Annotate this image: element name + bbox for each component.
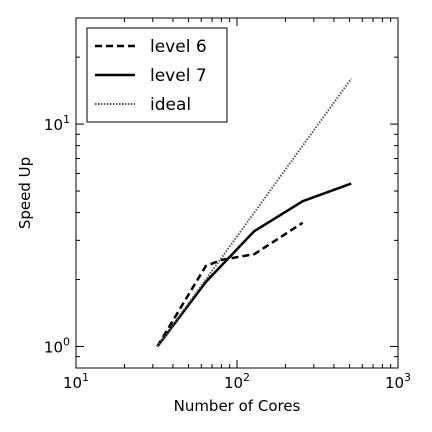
x-tick-label: 103 (385, 371, 411, 392)
legend-label-level-6: level 6 (150, 37, 207, 57)
legend: level 6 level 7 ideal (86, 27, 228, 123)
series-line-level-6 (156, 221, 304, 348)
y-axis-label: Speed Up (16, 157, 34, 229)
x-tick-label: 101 (63, 371, 89, 392)
y-tick-label: 100 (44, 335, 70, 356)
x-axis-label: Number of Cores (174, 397, 301, 415)
series-line-ideal (156, 78, 352, 348)
legend-label-ideal: ideal (150, 95, 191, 115)
x-tick-label: 102 (224, 371, 250, 392)
ticks: 101 102 103 100 101 (44, 18, 411, 392)
y-tick-label: 101 (44, 113, 70, 134)
legend-label-level-7: level 7 (150, 66, 207, 86)
plot-marks (156, 78, 352, 348)
series-line-level-7 (156, 182, 352, 348)
